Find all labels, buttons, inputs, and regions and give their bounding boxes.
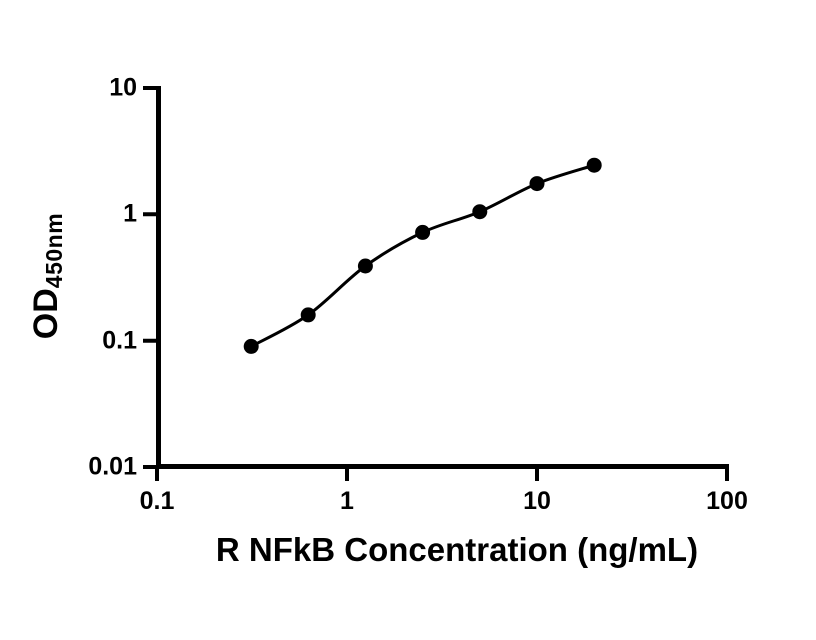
data-point xyxy=(529,176,545,192)
y-tick-label: 0.01 xyxy=(88,452,137,481)
data-point xyxy=(415,224,431,240)
x-axis-title: R NFkB Concentration (ng/mL) xyxy=(215,531,699,568)
data-point xyxy=(243,338,259,354)
data-point xyxy=(357,258,373,274)
y-axis-title-main: OD xyxy=(27,288,65,340)
x-tick-label: 10 xyxy=(523,487,551,515)
x-tick-label: 1 xyxy=(340,487,354,515)
data-point xyxy=(300,307,316,323)
x-tick-label: 100 xyxy=(706,487,748,515)
y-axis-title-subscript: 450nm xyxy=(41,212,67,289)
y-tick-label: 1 xyxy=(123,199,137,228)
y-tick-label: 10 xyxy=(109,73,137,102)
data-point xyxy=(472,204,488,220)
y-axis-title: OD450nm xyxy=(27,213,67,340)
data-point xyxy=(586,157,602,173)
x-tick-label: 0.1 xyxy=(139,487,175,515)
y-tick-label: 0.1 xyxy=(102,326,137,355)
